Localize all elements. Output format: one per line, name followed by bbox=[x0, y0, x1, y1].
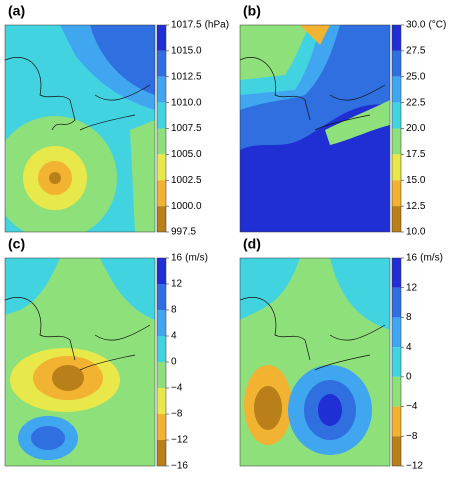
map-a bbox=[5, 25, 155, 232]
colorbar-tick-label: 1005.0 bbox=[171, 149, 202, 160]
colorbar-segment bbox=[392, 206, 401, 232]
colorbar-segment bbox=[157, 154, 166, 181]
colorbar-segment bbox=[157, 336, 166, 362]
colorbar-segment bbox=[157, 25, 166, 51]
colorbar-tick-label: 1012.5 bbox=[171, 71, 202, 82]
colorbar-tick-label: 22.5 bbox=[406, 97, 426, 108]
colorbar-segment bbox=[157, 76, 166, 103]
colorbar-segment bbox=[392, 50, 401, 77]
map-b bbox=[240, 25, 390, 232]
panel-label: (c) bbox=[8, 236, 25, 252]
colorbar-tick-label: −12 bbox=[406, 461, 423, 472]
colorbar-tick-label: 4 bbox=[406, 342, 412, 353]
colorbar-tick-label: 10.0 bbox=[406, 227, 426, 238]
colorbar-tick-label: 12.5 bbox=[406, 201, 426, 212]
colorbar-unit: (hPa) bbox=[205, 20, 229, 31]
colorbar-tick-label: 12 bbox=[171, 279, 183, 290]
colorbar-tick-label: 20.0 bbox=[406, 123, 426, 134]
panel-label: (b) bbox=[243, 3, 261, 19]
colorbar-tick-label: −4 bbox=[171, 383, 183, 394]
colorbar-tick-label: 997.5 bbox=[171, 227, 196, 238]
colorbar-segment bbox=[392, 347, 401, 377]
colorbar-segment bbox=[157, 310, 166, 336]
colorbar-tick-label: −16 bbox=[171, 461, 188, 472]
colorbar-segment bbox=[157, 284, 166, 310]
colorbar-segment bbox=[392, 25, 401, 51]
colorbar-tick-label: 16 bbox=[406, 253, 418, 264]
colorbar-segment bbox=[157, 50, 166, 77]
colorbar-segment bbox=[157, 128, 166, 155]
colorbar-segment bbox=[157, 388, 166, 414]
colorbar-segment bbox=[392, 180, 401, 207]
panel-label: (a) bbox=[8, 3, 25, 19]
colorbar-unit: (m/s) bbox=[420, 253, 443, 264]
colorbar-tick-label: 1010.0 bbox=[171, 97, 202, 108]
colorbar-tick-label: 0 bbox=[171, 357, 177, 368]
colorbar-segment bbox=[157, 206, 166, 232]
colorbar-tick-label: 25.0 bbox=[406, 71, 426, 82]
colorbar-segment bbox=[157, 180, 166, 207]
colorbar-tick-label: −8 bbox=[406, 431, 418, 442]
colorbar-tick-label: 8 bbox=[406, 312, 412, 323]
colorbar-segment bbox=[157, 102, 166, 129]
colorbar-segment bbox=[392, 154, 401, 181]
colorbar-segment bbox=[392, 376, 401, 407]
colorbar-segment bbox=[157, 440, 166, 466]
colorbar-unit: (°C) bbox=[428, 20, 446, 31]
colorbar-segment bbox=[392, 102, 401, 129]
colorbar-tick-label: 1000.0 bbox=[171, 201, 202, 212]
map-c bbox=[5, 258, 155, 466]
colorbar-segment bbox=[392, 76, 401, 103]
map-d bbox=[240, 258, 390, 466]
colorbar-tick-label: −8 bbox=[171, 409, 183, 420]
colorbar-segment bbox=[392, 406, 401, 437]
colorbar-tick-label: 1015.0 bbox=[171, 46, 202, 57]
colorbar-segment bbox=[392, 287, 401, 318]
colorbar-tick-label: 17.5 bbox=[406, 149, 426, 160]
colorbar-tick-label: 1017.5 bbox=[171, 20, 202, 31]
colorbar-tick-label: 15.0 bbox=[406, 175, 426, 186]
colorbar-segment bbox=[157, 414, 166, 440]
colorbar-tick-label: 1002.5 bbox=[171, 175, 202, 186]
colorbar-tick-label: 0 bbox=[406, 371, 412, 382]
panel-label: (d) bbox=[243, 236, 261, 252]
colorbar-tick-label: 1007.5 bbox=[171, 123, 202, 134]
colorbar-segment bbox=[392, 317, 401, 348]
colorbar-segment bbox=[157, 258, 166, 284]
colorbar-tick-label: 12 bbox=[406, 282, 418, 293]
colorbar-tick-label: 16 bbox=[171, 253, 183, 264]
colorbar-tick-label: −4 bbox=[406, 401, 418, 412]
colorbar-segment bbox=[157, 362, 166, 388]
colorbar-tick-label: 30.0 bbox=[406, 20, 426, 31]
colorbar-segment bbox=[392, 128, 401, 155]
colorbar-tick-label: 4 bbox=[171, 331, 177, 342]
colorbar-frame bbox=[391, 257, 402, 467]
colorbar-tick-label: −12 bbox=[171, 435, 188, 446]
colorbar-unit: (m/s) bbox=[185, 253, 208, 264]
colorbar-segment bbox=[392, 258, 401, 288]
colorbar-tick-label: 27.5 bbox=[406, 46, 426, 57]
colorbar-segment bbox=[392, 436, 401, 466]
colorbar-tick-label: 8 bbox=[171, 305, 177, 316]
